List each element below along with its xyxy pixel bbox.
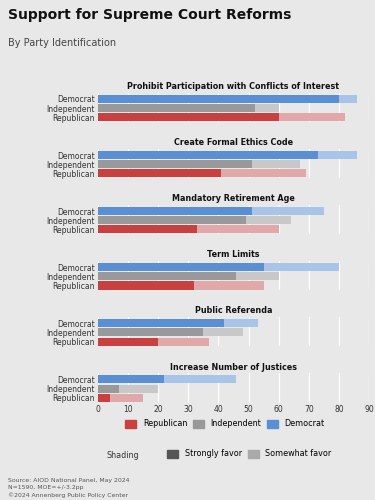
Title: Increase Number of Justices: Increase Number of Justices <box>170 362 297 372</box>
Bar <box>98 160 252 168</box>
Bar <box>98 282 194 290</box>
Bar <box>98 338 209 345</box>
Bar <box>98 282 264 290</box>
Text: By Party Identification: By Party Identification <box>8 38 115 48</box>
Title: Prohibit Participation with Conflicts of Interest: Prohibit Participation with Conflicts of… <box>128 82 339 91</box>
Title: Mandatory Retirement Age: Mandatory Retirement Age <box>172 194 295 203</box>
Legend: Republican, Independent, Democrat: Republican, Independent, Democrat <box>125 420 325 428</box>
Title: Public Referenda: Public Referenda <box>195 306 272 316</box>
Bar <box>98 151 357 159</box>
Bar <box>98 151 318 159</box>
Bar <box>98 263 264 272</box>
Bar <box>98 104 279 112</box>
Bar <box>98 338 158 345</box>
Title: Create Formal Ethics Code: Create Formal Ethics Code <box>174 138 293 147</box>
Bar <box>98 207 324 215</box>
Bar <box>98 95 357 103</box>
Bar <box>98 328 243 336</box>
Bar <box>98 320 224 328</box>
Bar <box>98 376 164 384</box>
Bar <box>98 104 255 112</box>
Bar <box>98 95 339 103</box>
Text: Support for Supreme Court Reforms: Support for Supreme Court Reforms <box>8 8 291 22</box>
Legend: Strongly favor, Somewhat favor: Strongly favor, Somewhat favor <box>167 450 332 458</box>
Bar <box>98 170 221 177</box>
Text: Shading: Shading <box>107 452 140 460</box>
Bar <box>98 263 339 272</box>
Bar <box>98 207 252 215</box>
Bar <box>98 226 197 234</box>
Bar <box>98 394 109 402</box>
Title: Term Limits: Term Limits <box>207 250 260 260</box>
Bar <box>98 384 118 392</box>
Bar <box>98 272 237 280</box>
Bar <box>98 272 279 280</box>
Bar <box>98 384 158 392</box>
Bar <box>98 328 203 336</box>
Bar <box>98 113 279 121</box>
Bar <box>98 113 345 121</box>
Bar <box>98 320 258 328</box>
Bar <box>98 216 291 224</box>
Bar <box>98 160 300 168</box>
Bar <box>98 376 237 384</box>
Bar <box>98 216 246 224</box>
Bar <box>98 394 143 402</box>
Text: Source: AIOD National Panel, May 2024
N=1590, MOE=+/-3.2pp
©2024 Annenberg Publi: Source: AIOD National Panel, May 2024 N=… <box>8 478 129 498</box>
Bar <box>98 226 279 234</box>
Bar <box>98 170 306 177</box>
